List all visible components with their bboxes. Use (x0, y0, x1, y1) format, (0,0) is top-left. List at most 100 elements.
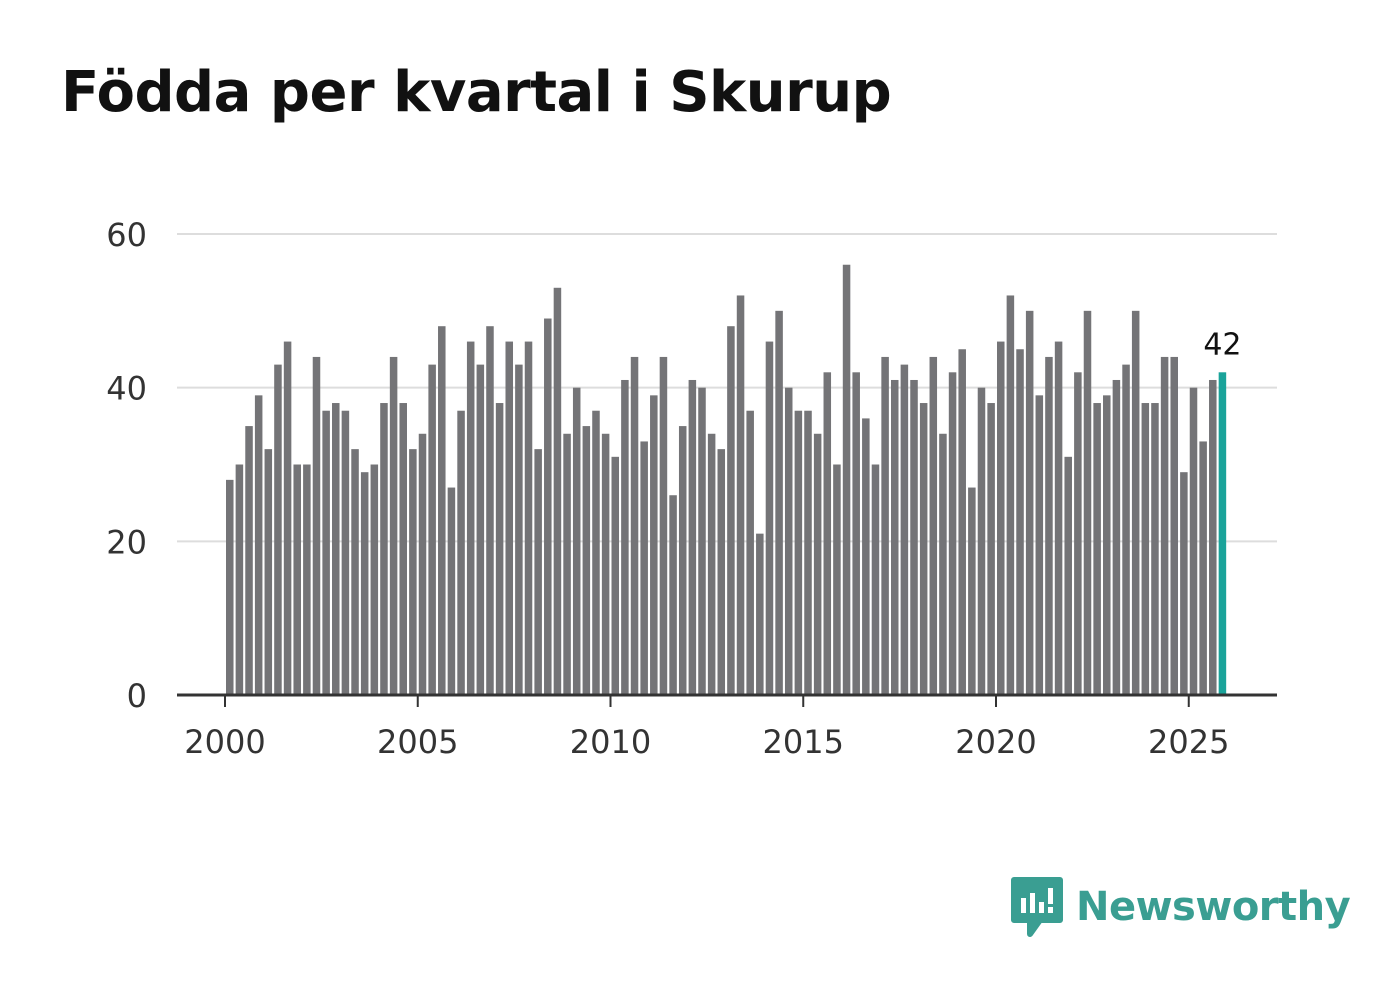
bar (746, 410, 754, 695)
bar (322, 410, 330, 695)
bar (1189, 387, 1198, 695)
bar (833, 464, 841, 695)
bar (351, 449, 359, 695)
bar (968, 487, 976, 695)
bar (1103, 395, 1111, 695)
bar (871, 464, 880, 695)
bars (226, 264, 1227, 695)
y-tick-label: 0 (127, 677, 147, 715)
bar (235, 464, 244, 695)
bar (524, 341, 533, 695)
bar (727, 326, 735, 695)
bar (476, 364, 485, 695)
bar (438, 326, 446, 695)
bar (784, 387, 793, 695)
bar (929, 356, 938, 695)
bar (823, 372, 832, 695)
bar (601, 433, 610, 695)
bar (910, 379, 918, 695)
bar (890, 379, 899, 695)
newsworthy-logo[interactable]: Newsworthy (1010, 876, 1351, 938)
bar (592, 410, 600, 695)
bar (1064, 456, 1072, 695)
x-tick-label: 2025 (1148, 723, 1229, 761)
y-tick-label: 60 (106, 216, 147, 254)
bar (1180, 472, 1188, 695)
bar (1016, 349, 1024, 695)
bar (409, 449, 417, 695)
bar (418, 433, 427, 695)
bar (1160, 356, 1169, 695)
bar (717, 449, 726, 695)
bar (640, 441, 648, 695)
bar (1083, 310, 1092, 695)
bar (1141, 403, 1150, 695)
bar (370, 464, 379, 695)
bar (283, 341, 292, 695)
bar (688, 379, 697, 695)
bar (486, 326, 494, 695)
bar (611, 456, 620, 695)
y-tick-label: 20 (106, 523, 147, 561)
bar (1170, 356, 1178, 695)
bar (254, 395, 263, 695)
bar (274, 364, 282, 695)
chart-title: Födda per kvartal i Skurup (61, 60, 892, 125)
value-annotation: 42 (1203, 327, 1241, 362)
bar (1025, 310, 1034, 695)
bar-highlight (1218, 372, 1227, 695)
bar (341, 410, 350, 695)
bar (1209, 379, 1217, 695)
bar (1131, 310, 1140, 695)
bar (447, 487, 456, 695)
bar (399, 403, 407, 695)
bar (312, 356, 321, 695)
bar (515, 364, 523, 695)
x-tick-label: 2020 (955, 723, 1036, 761)
bar (466, 341, 475, 695)
bar (900, 364, 909, 695)
y-tick-label: 40 (106, 370, 147, 408)
brand-name: Newsworthy (1076, 884, 1351, 930)
bar (987, 403, 995, 695)
bar (804, 410, 812, 695)
bar (765, 341, 774, 695)
newsworthy-logo-icon (1011, 877, 1063, 937)
bar (293, 464, 301, 695)
x-tick-label: 2000 (184, 723, 265, 761)
bar (1074, 372, 1082, 695)
bar (226, 479, 234, 695)
bar (707, 433, 716, 695)
bar (813, 433, 822, 695)
bar (756, 533, 764, 695)
bar (428, 364, 436, 695)
bar (303, 464, 311, 695)
bar (332, 403, 340, 695)
bar (1093, 403, 1101, 695)
bar (1054, 341, 1063, 695)
bar (505, 341, 514, 695)
bar (842, 264, 851, 695)
x-tick-label: 2005 (377, 723, 458, 761)
bar (862, 418, 870, 695)
bar (775, 310, 783, 695)
bar (1151, 403, 1159, 695)
bar (495, 403, 504, 695)
x-tick-label: 2010 (570, 723, 651, 761)
bar (245, 426, 253, 695)
bar (264, 449, 273, 695)
x-tick-label: 2015 (763, 723, 844, 761)
bar (919, 403, 928, 695)
bar (360, 472, 369, 695)
bar (977, 387, 986, 695)
bar (1199, 441, 1207, 695)
bar (1006, 295, 1015, 695)
bar (698, 387, 706, 695)
bar (659, 356, 668, 695)
bar (621, 379, 629, 695)
bar (736, 295, 745, 695)
bar (1112, 379, 1121, 695)
labels: 0 20 40 60 42 2000 2005 2010 2015 2020 2025 (106, 216, 1241, 761)
bar (582, 426, 591, 695)
bar (939, 433, 947, 695)
